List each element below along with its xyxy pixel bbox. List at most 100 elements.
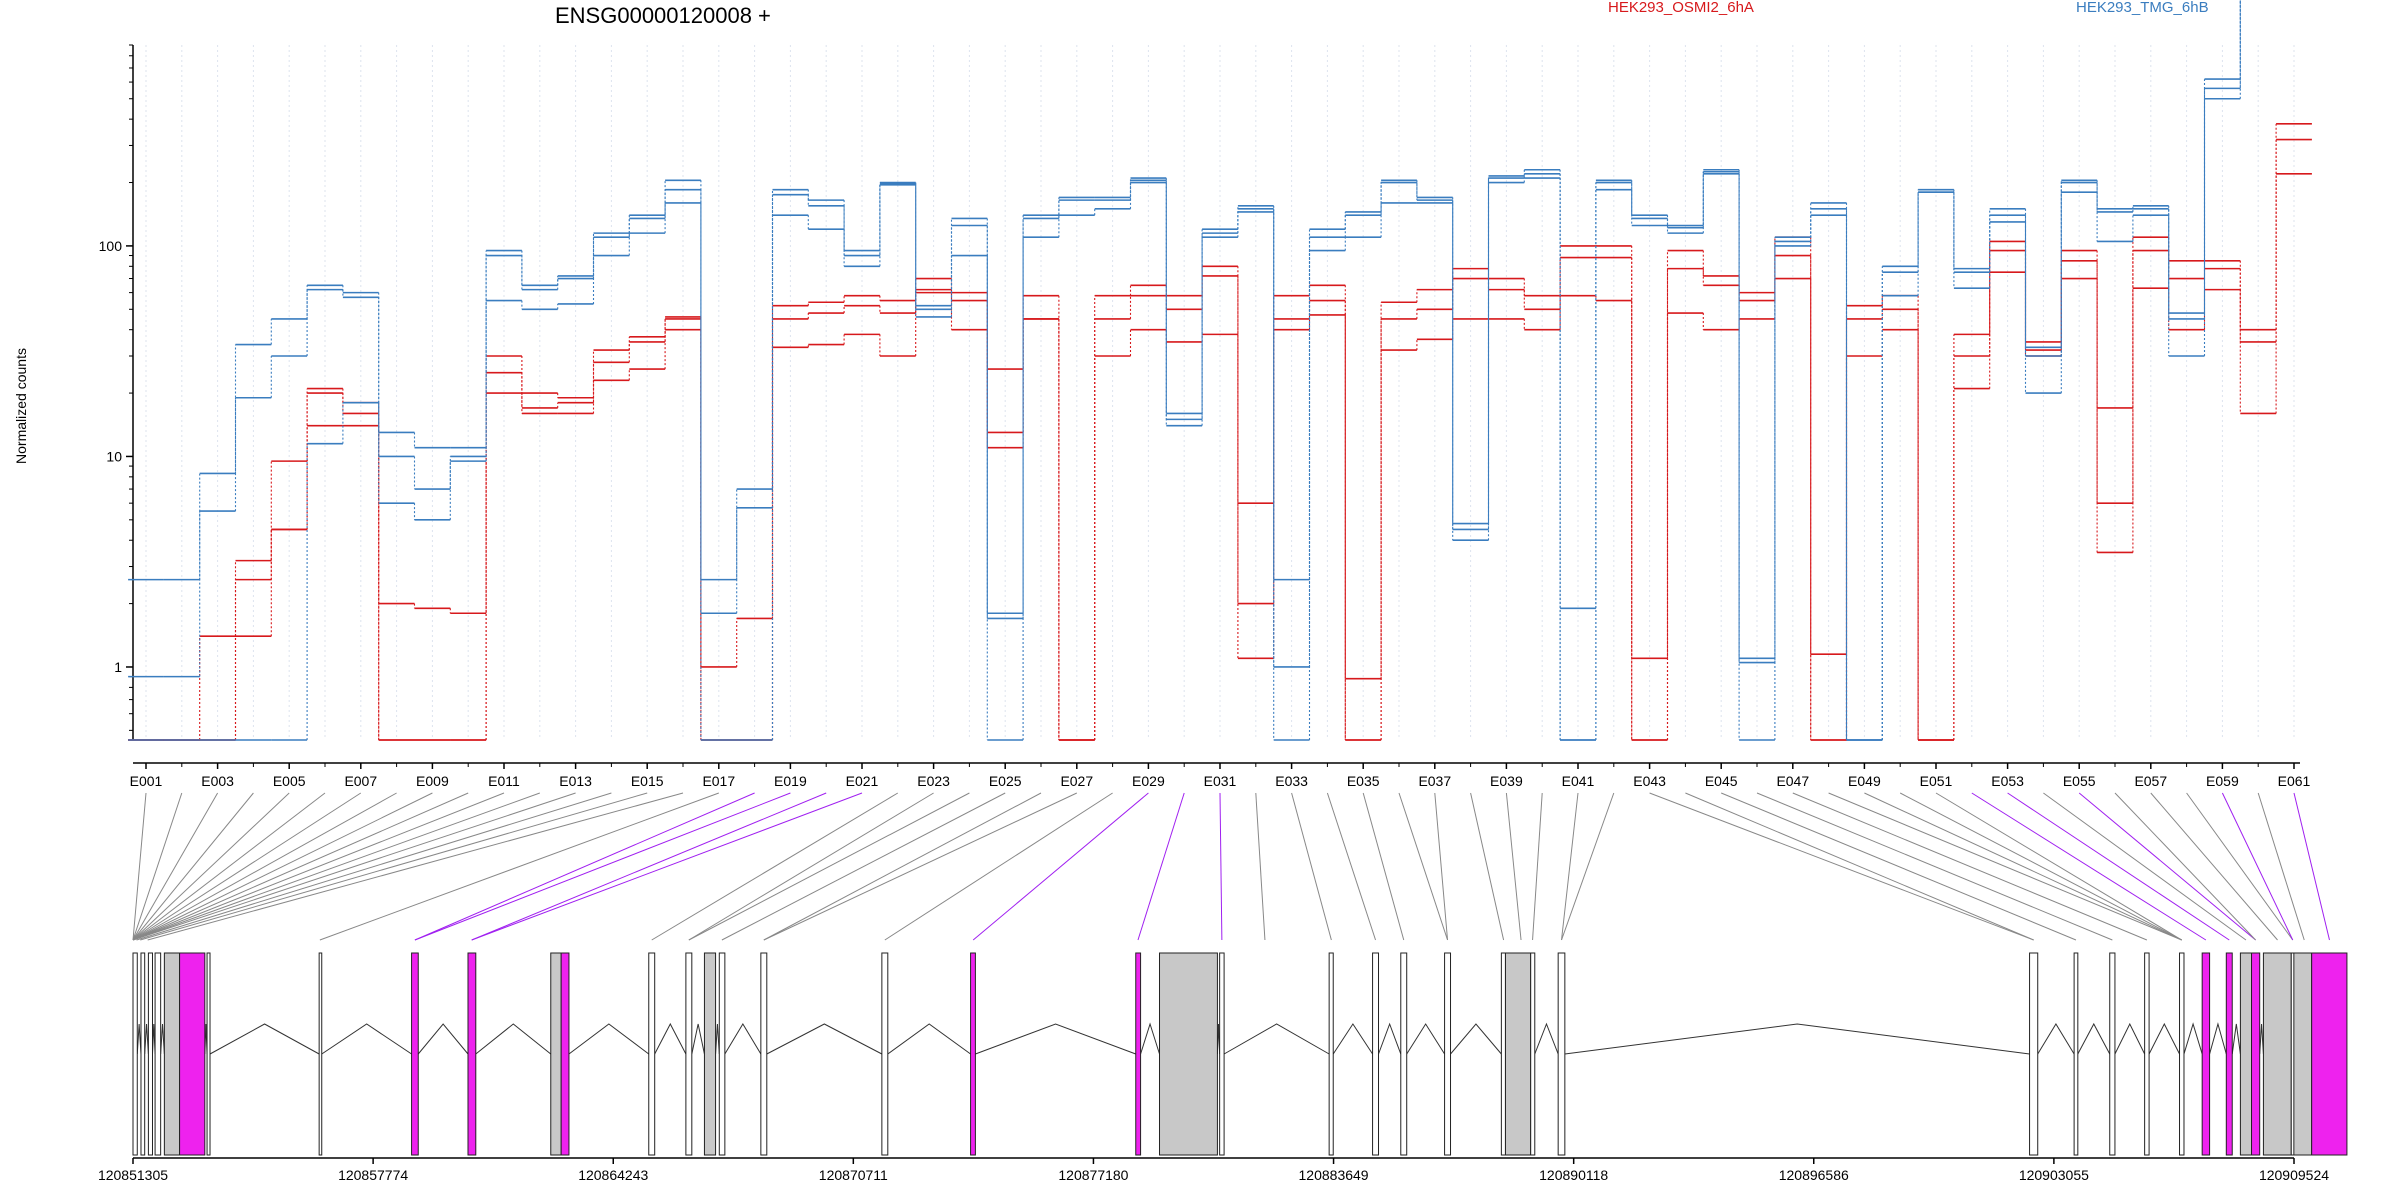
exon-link-lines xyxy=(132,792,2330,941)
exon-box xyxy=(718,952,726,1156)
exon-tick-label: E007 xyxy=(344,773,377,789)
y-tick-label: 10 xyxy=(106,448,122,464)
exon-box xyxy=(1135,952,1142,1156)
exon-tick-label: E017 xyxy=(702,773,735,789)
exon-link xyxy=(132,792,254,941)
exon-link xyxy=(1505,792,1522,941)
exon-link xyxy=(1434,792,1449,941)
intron-line xyxy=(1140,1022,1160,1055)
exon-box xyxy=(1444,952,1452,1156)
exon-link xyxy=(1756,792,2113,941)
exon-box xyxy=(2251,952,2261,1156)
intron-line xyxy=(321,1023,412,1055)
exon-box xyxy=(1159,952,1218,1156)
exon-link xyxy=(1561,792,1615,941)
y-tick-label: 100 xyxy=(99,238,123,254)
exon-tick-label: E043 xyxy=(1633,773,1666,789)
exon-tick-label: E021 xyxy=(846,773,879,789)
exon-link xyxy=(132,792,540,941)
exon-tick-label: E001 xyxy=(130,773,163,789)
exon-link xyxy=(1532,792,1543,941)
exon-tick-label: E033 xyxy=(1275,773,1308,789)
exon-link xyxy=(132,792,576,941)
exon-box xyxy=(685,952,693,1156)
exon-box xyxy=(140,952,146,1156)
coord-tick-label: 120857774 xyxy=(338,1167,408,1183)
intron-line xyxy=(724,1023,762,1055)
exon-link xyxy=(132,792,183,941)
exon-box xyxy=(179,952,206,1156)
exon-box xyxy=(2311,952,2348,1156)
exon-link xyxy=(132,792,147,941)
exon-tick-label: E029 xyxy=(1132,773,1165,789)
exon-box xyxy=(2262,952,2292,1156)
exon-box xyxy=(560,952,570,1156)
intron-line xyxy=(417,1023,469,1055)
coord-tick-label: 120883649 xyxy=(1299,1167,1369,1183)
exon-link xyxy=(414,792,791,941)
exon-box xyxy=(2109,952,2116,1156)
intron-line xyxy=(2259,1023,2264,1055)
series-tmg-5 xyxy=(128,0,2241,741)
exon-tick-label: E015 xyxy=(631,773,664,789)
intron-line xyxy=(2231,1023,2241,1055)
intron-line xyxy=(144,1023,149,1055)
gene-model-track xyxy=(132,952,2348,1156)
exon-tick-label: E061 xyxy=(2278,773,2311,789)
exon-box xyxy=(1557,952,1566,1156)
exon-link xyxy=(1561,792,1579,941)
exon-link xyxy=(2078,792,2256,941)
y-axis-label: Normalized counts xyxy=(13,348,29,464)
exon-tick-label: E057 xyxy=(2134,773,2167,789)
exon-link xyxy=(414,792,755,941)
intron-line xyxy=(2183,1022,2203,1055)
exon-box xyxy=(163,952,181,1156)
y-tick-label: 1 xyxy=(114,659,122,675)
exon-box xyxy=(132,952,138,1156)
exon-box xyxy=(2029,952,2039,1156)
intron-line xyxy=(2148,1022,2180,1055)
exon-box xyxy=(147,952,153,1156)
intron-line xyxy=(160,1023,165,1055)
exon-box xyxy=(1504,952,1532,1156)
exon-link xyxy=(2293,792,2330,941)
exon-link xyxy=(147,792,684,941)
exon-box xyxy=(154,952,162,1156)
exon-tick-label: E041 xyxy=(1562,773,1595,789)
exon-box xyxy=(550,952,562,1156)
exon-box xyxy=(467,952,477,1156)
exon-tick-label: E023 xyxy=(917,773,950,789)
exon-link xyxy=(688,792,970,941)
exon-tick-label: E051 xyxy=(1920,773,1953,789)
exon-link xyxy=(651,792,899,941)
exon-box xyxy=(2179,952,2185,1156)
coord-tick-label: 120864243 xyxy=(578,1167,648,1183)
coord-tick-label: 120903055 xyxy=(2019,1167,2089,1183)
exon-link xyxy=(1326,792,1377,941)
coord-tick-label: 120877180 xyxy=(1058,1167,1128,1183)
exon-link xyxy=(2257,792,2305,941)
exon-box xyxy=(2201,952,2211,1156)
exon-link xyxy=(132,792,397,941)
exon-link xyxy=(132,792,469,941)
intron-line xyxy=(1406,1023,1446,1055)
exon-link xyxy=(132,792,505,941)
exon-link xyxy=(132,792,433,941)
exon-link xyxy=(132,792,362,941)
exon-link xyxy=(1649,792,2034,941)
exon-tick-label: E055 xyxy=(2063,773,2096,789)
exon-axis: E001 E003 E005 E007 E009 E011 E013 E015 E017 E019… xyxy=(130,762,2311,789)
exon-box xyxy=(2293,952,2313,1156)
exon-box xyxy=(411,952,419,1156)
exon-link xyxy=(319,792,719,941)
exon-box xyxy=(2144,952,2150,1156)
exon-box xyxy=(703,952,717,1156)
exon-tick-label: E059 xyxy=(2206,773,2239,789)
intron-line xyxy=(654,1022,687,1055)
exon-link xyxy=(1362,792,1405,941)
exon-link xyxy=(471,792,863,941)
exon-box xyxy=(318,952,323,1156)
exon-link xyxy=(1685,792,2034,941)
exon-link xyxy=(1291,792,1332,941)
